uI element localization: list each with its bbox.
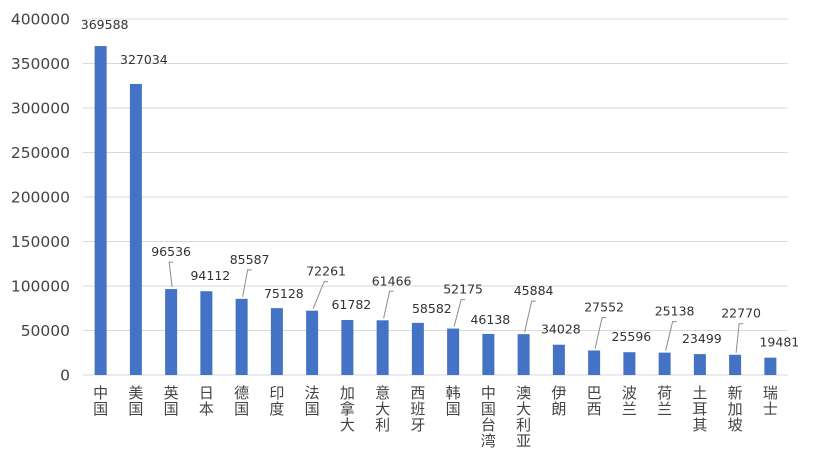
data-label: 23499 [682, 331, 722, 346]
bar-1 [94, 46, 107, 375]
x-tick-label: 印度 [269, 384, 284, 418]
x-tick-label: 日本 [199, 384, 214, 418]
x-tick-label: 法国 [305, 384, 320, 418]
x-tick-label: 巴西 [587, 384, 602, 418]
y-tick-label: 400000 [11, 11, 70, 29]
y-tick-label: 300000 [11, 100, 70, 118]
label-leader-line [383, 290, 394, 319]
bar-20 [764, 357, 777, 375]
data-label: 85587 [230, 252, 270, 267]
y-tick-label: 250000 [11, 144, 70, 162]
bar-6 [270, 308, 283, 375]
x-tick-label: 西班牙 [410, 384, 425, 434]
bar-3 [165, 289, 178, 375]
x-tick-label: 韩国 [446, 384, 461, 418]
data-label: 327034 [120, 52, 168, 67]
bar-17 [658, 352, 671, 375]
x-tick-label: 瑞士 [763, 384, 778, 418]
bar-11 [447, 328, 460, 375]
data-label: 61782 [331, 297, 371, 312]
data-label: 94112 [190, 268, 230, 283]
x-tick-label: 美国 [128, 384, 143, 418]
data-label: 22770 [721, 306, 761, 321]
x-tick-label: 加拿大 [340, 384, 355, 434]
x-tick-label: 澳大利亚 [516, 384, 531, 450]
data-label: 25138 [655, 304, 695, 319]
label-leader-lines [168, 261, 744, 353]
bar-4 [200, 291, 213, 375]
bar-8 [341, 320, 354, 375]
label-leader-line [453, 299, 466, 327]
bar-16 [623, 352, 636, 375]
x-tick-label: 新加坡 [728, 384, 743, 434]
bars [94, 46, 777, 375]
bar-2 [129, 83, 142, 375]
y-tick-label: 50000 [21, 322, 70, 340]
data-label: 369588 [81, 17, 129, 32]
x-tick-label: 中国 [93, 384, 108, 418]
data-label: 52175 [443, 282, 483, 297]
bar-7 [306, 310, 319, 375]
label-leader-line [242, 269, 252, 297]
label-leader-line [735, 323, 744, 353]
data-label: 61466 [372, 273, 412, 288]
x-tick-label: 荷兰 [657, 384, 672, 418]
y-tick-label: 100000 [11, 278, 70, 296]
y-axis-tick-labels: 0 50000 100000 150000 200000 250000 300000 3500… [11, 11, 70, 385]
data-label: 34028 [541, 322, 581, 337]
y-tick-label: 150000 [11, 233, 70, 251]
bar-9 [376, 320, 389, 375]
bar-5 [235, 298, 248, 375]
label-leader-line [312, 281, 329, 309]
x-tick-label: 波兰 [622, 384, 637, 418]
gridlines [83, 18, 788, 376]
y-tick-label: 200000 [11, 189, 70, 207]
bar-18 [693, 354, 706, 375]
bar-15 [588, 350, 601, 375]
x-tick-label: 意大利 [375, 384, 390, 434]
label-leader-line [168, 261, 174, 288]
data-label: 46138 [470, 312, 510, 327]
data-label: 72261 [306, 264, 346, 279]
data-label: 45884 [514, 283, 554, 298]
x-tick-label: 土耳其 [692, 384, 707, 434]
data-label: 75128 [264, 286, 304, 301]
label-leader-line [524, 300, 536, 333]
x-tick-label: 伊朗 [551, 384, 566, 418]
x-tick-label: 德国 [234, 384, 249, 418]
x-tick-label: 中国台湾 [481, 384, 496, 450]
y-tick-label: 350000 [11, 55, 70, 73]
data-label: 25596 [611, 329, 651, 344]
bar-10 [411, 322, 424, 375]
bar-12 [482, 333, 495, 375]
data-label: 58582 [412, 301, 452, 316]
data-label: 19481 [759, 335, 799, 350]
data-label: 27552 [584, 299, 624, 314]
label-leader-line [594, 316, 607, 349]
bar-14 [552, 344, 565, 375]
bar-13 [517, 334, 530, 375]
label-leader-line [665, 321, 677, 351]
bar-19 [729, 354, 742, 375]
y-tick-label: 0 [60, 367, 70, 385]
data-label: 96536 [151, 244, 191, 259]
x-tick-label: 英国 [164, 384, 179, 418]
